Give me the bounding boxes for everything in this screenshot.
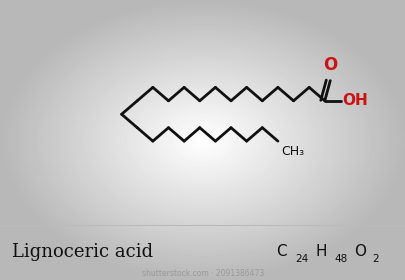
- Text: O: O: [322, 56, 337, 74]
- Text: shutterstock.com · 2091386473: shutterstock.com · 2091386473: [141, 269, 264, 277]
- Text: CH₃: CH₃: [281, 145, 303, 158]
- Text: 2: 2: [372, 254, 378, 264]
- Text: O: O: [353, 244, 365, 260]
- Text: 24: 24: [294, 254, 308, 264]
- Text: 48: 48: [333, 254, 347, 264]
- Text: OH: OH: [341, 93, 367, 108]
- Text: Lignoceric acid: Lignoceric acid: [12, 243, 153, 261]
- Text: H: H: [314, 244, 326, 260]
- Text: C: C: [275, 244, 286, 260]
